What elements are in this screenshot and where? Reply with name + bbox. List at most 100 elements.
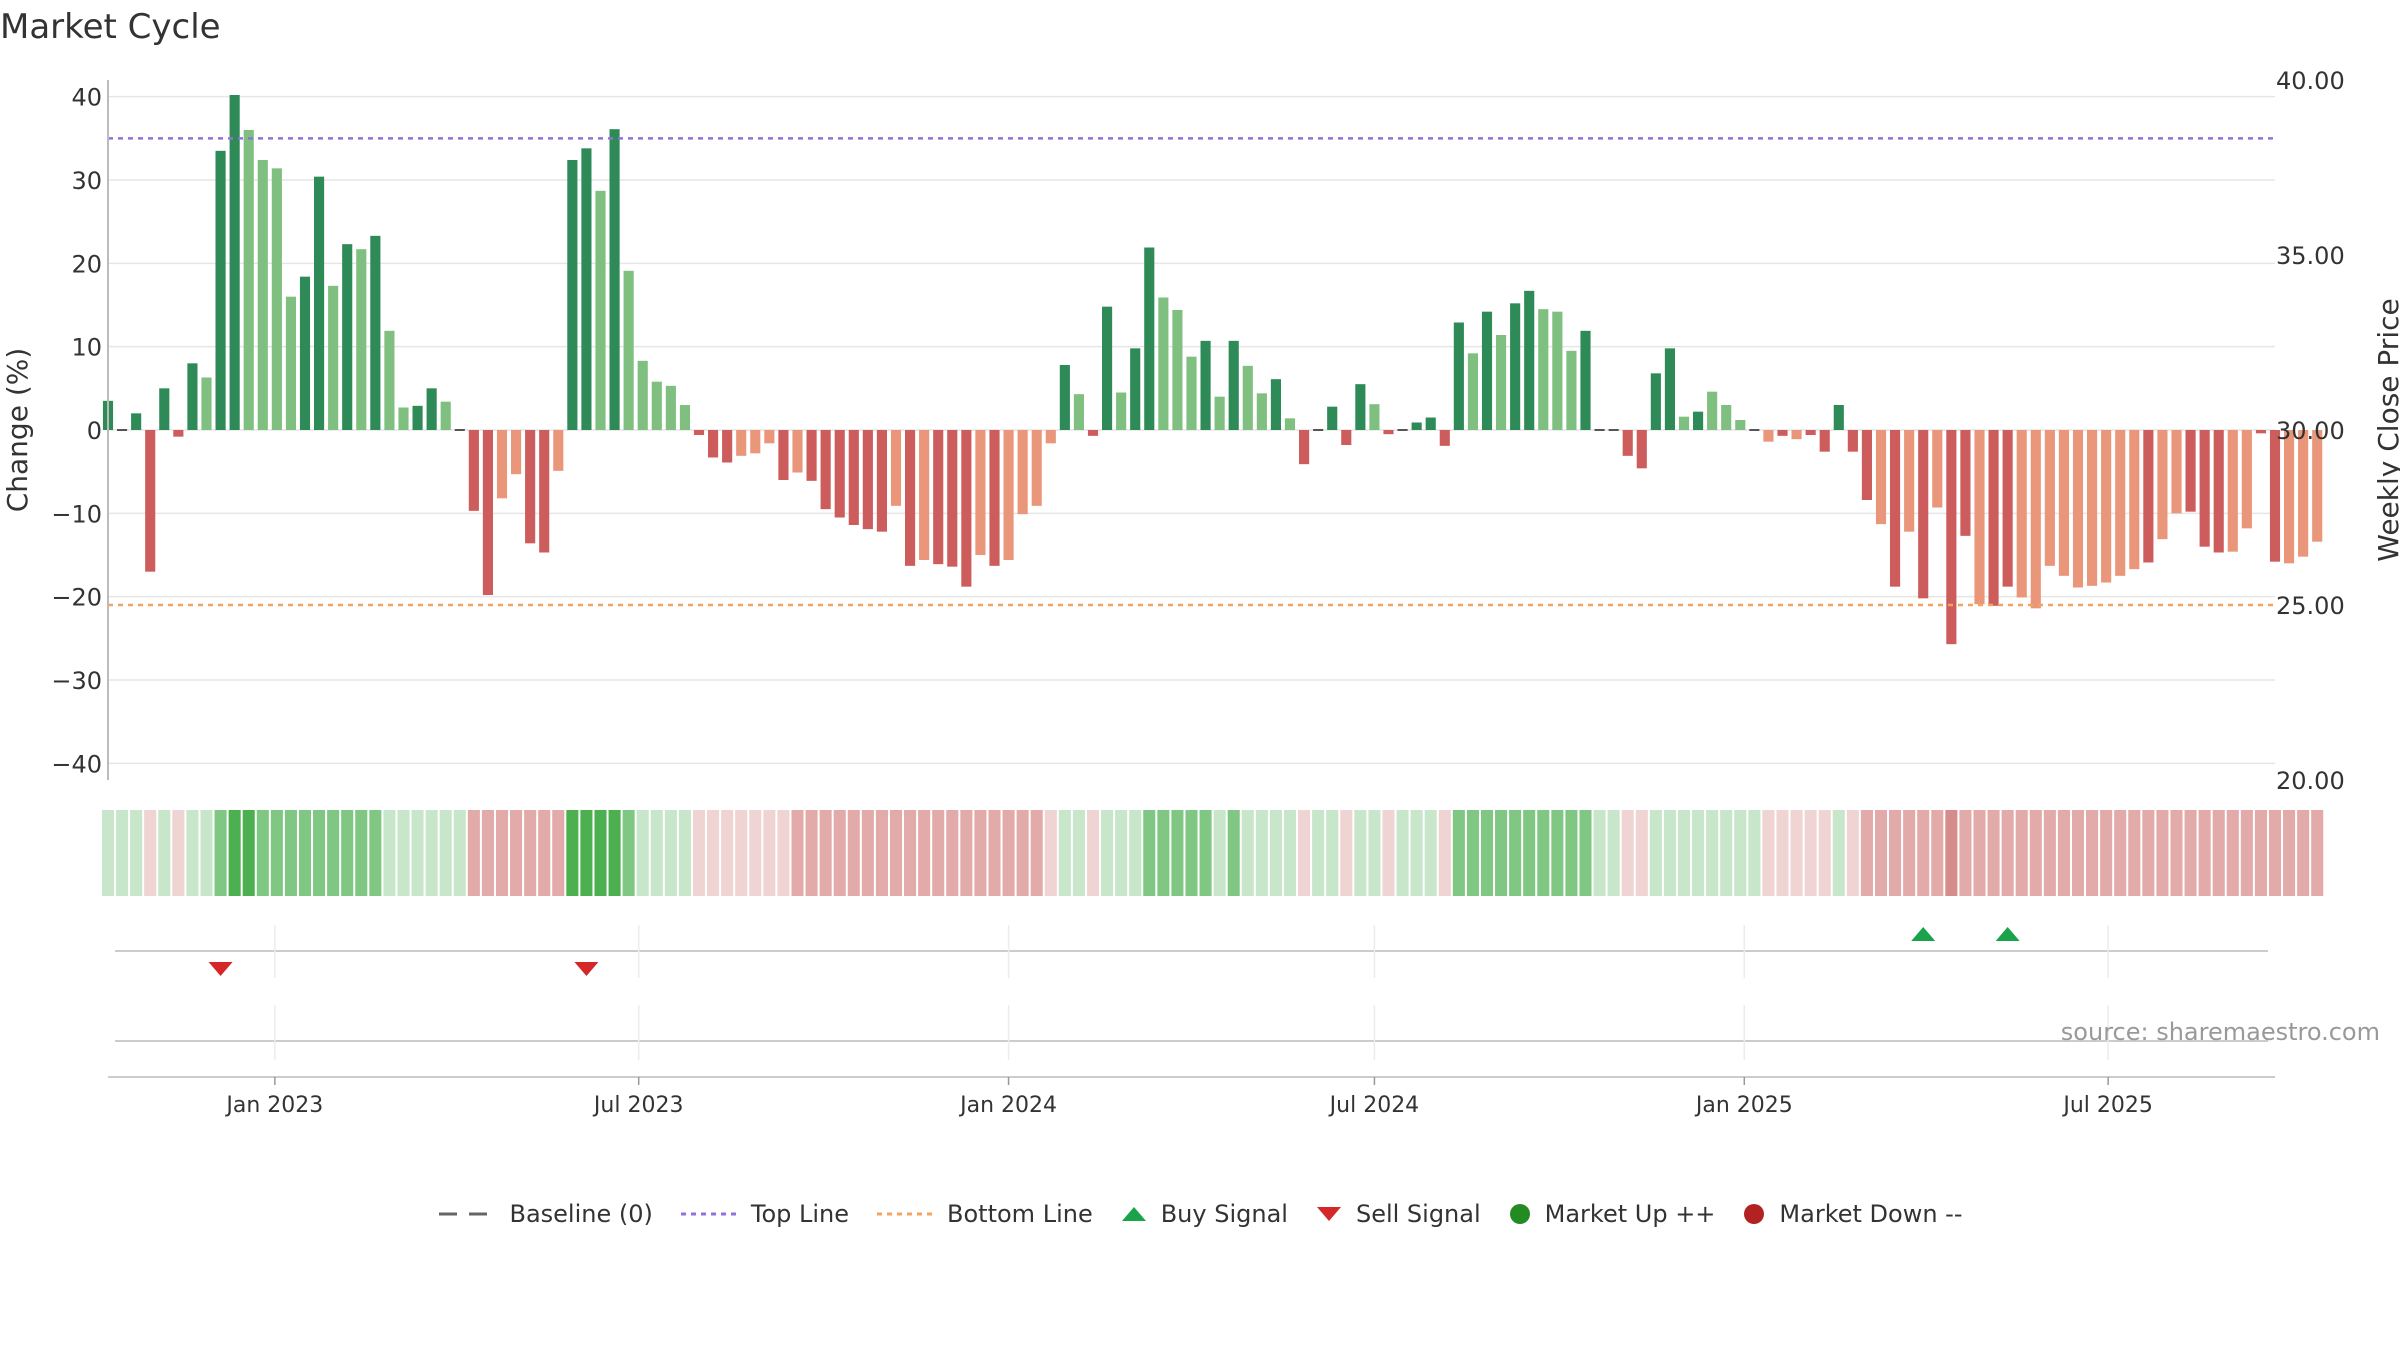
heat-strip-cell — [1649, 810, 1662, 896]
y-tick-label: 20 — [71, 250, 102, 278]
source-text: source: sharemaestro.com — [2061, 1018, 2380, 1046]
heat-strip-cell — [1509, 810, 1522, 896]
heat-strip-cell — [861, 810, 874, 896]
bar — [271, 168, 282, 431]
y2-tick-label: 40.00 — [2276, 67, 2345, 95]
heat-strip-cell — [2029, 810, 2042, 896]
heat-strip-cell — [918, 810, 931, 896]
heat-strip-cell — [2086, 810, 2099, 896]
bar — [243, 130, 254, 430]
heat-strip-cell — [425, 810, 438, 896]
buy-signal-marker — [1995, 927, 2020, 941]
heat-strip-cell — [284, 810, 297, 896]
heat-strip-cell — [1917, 810, 1930, 896]
bar — [187, 363, 198, 430]
bar — [1059, 365, 1070, 430]
heat-strip-cell — [1058, 810, 1071, 896]
y-tick-label: 10 — [71, 334, 102, 362]
bar — [159, 388, 170, 430]
bar — [1467, 353, 1478, 430]
heat-strip-cell — [707, 810, 720, 896]
baseline-swatch — [439, 1212, 496, 1216]
bar — [1087, 430, 1099, 436]
bar — [1214, 396, 1225, 430]
bar — [1186, 356, 1197, 430]
bar — [1045, 430, 1056, 444]
bar — [426, 388, 437, 430]
heat-strip-cell — [1143, 810, 1156, 896]
bar — [468, 430, 479, 511]
y-tick-label: 40 — [71, 84, 102, 112]
heat-strip-cell — [1903, 810, 1916, 896]
bar — [905, 430, 916, 566]
heat-strip-cell — [1396, 810, 1409, 896]
y2-tick-label: 20.00 — [2276, 767, 2345, 795]
heat-strip-cell — [1227, 810, 1240, 896]
legend: Baseline (0) Top Line Bottom Line Buy Si… — [0, 1200, 2400, 1228]
bar — [342, 244, 353, 430]
heat-strip-cell — [2198, 810, 2211, 896]
bar — [1622, 430, 1633, 456]
heat-strip-cell — [664, 810, 677, 896]
bar — [1735, 420, 1746, 430]
heat-strip-cell — [2268, 810, 2282, 896]
bar — [1200, 340, 1211, 430]
heat-strip-cell — [1565, 810, 1578, 896]
heat-strip-cell — [172, 810, 185, 896]
bar — [820, 430, 831, 510]
bar — [806, 430, 817, 481]
bar — [2255, 430, 2266, 434]
bar — [1172, 310, 1183, 430]
heat-strip-cell — [2226, 810, 2239, 896]
heat-strip-cell — [988, 810, 1001, 896]
bar — [567, 160, 578, 430]
heat-strip-cell — [1255, 810, 1268, 896]
heat-strip-cell — [678, 810, 691, 896]
heat-strip-cell — [383, 810, 396, 896]
heat-strip-cell — [298, 810, 312, 896]
heat-strip-cell — [1002, 810, 1015, 896]
legend-item-top-line: Top Line — [679, 1200, 849, 1228]
bar — [145, 430, 156, 572]
bar — [370, 235, 381, 430]
bar — [609, 129, 620, 430]
heat-strip-cell — [1889, 810, 1902, 896]
sell-signal-marker — [208, 962, 233, 976]
market-down-dot-icon — [1744, 1204, 1765, 1224]
bar — [665, 385, 676, 430]
heat-strip-cell — [341, 810, 354, 896]
bar — [1242, 365, 1253, 430]
legend-label-bottom-line: Bottom Line — [947, 1200, 1093, 1228]
bar — [539, 430, 550, 553]
heat-strip-cell — [974, 810, 987, 896]
bar — [215, 150, 226, 431]
heat-strip-cell — [228, 810, 241, 896]
bar — [1988, 430, 1999, 606]
bar — [1017, 430, 1028, 515]
heat-strip-cell — [2170, 810, 2183, 896]
heat-strip-cell — [1635, 810, 1648, 896]
bar — [1861, 430, 1872, 500]
bar — [1805, 430, 1816, 435]
bar — [525, 430, 536, 544]
heat-strip-cell — [1931, 810, 1944, 896]
bar — [2072, 430, 2084, 588]
legend-item-market-down: Market Down -- — [1741, 1200, 1963, 1228]
heat-strip-cell — [1129, 810, 1142, 896]
bar — [581, 148, 592, 431]
heat-strip-cell — [453, 810, 466, 896]
legend-item-market-up: Market Up ++ — [1507, 1200, 1715, 1228]
heat-strip-cell — [805, 810, 818, 896]
heat-strip-cell — [1326, 810, 1339, 896]
bar — [651, 381, 662, 430]
heat-strip-cell — [2212, 810, 2225, 896]
bar — [398, 407, 409, 430]
heat-strip-cell — [847, 810, 860, 896]
bar — [1299, 430, 1310, 465]
heat-strip-cell — [2142, 810, 2155, 896]
heat-strip-cell — [1283, 810, 1297, 896]
x-tick-label: Jul 2024 — [1328, 1093, 1420, 1118]
x-tick-label: Jan 2025 — [1694, 1093, 1793, 1118]
bar — [693, 430, 705, 435]
heat-strip-cell — [1101, 810, 1114, 896]
